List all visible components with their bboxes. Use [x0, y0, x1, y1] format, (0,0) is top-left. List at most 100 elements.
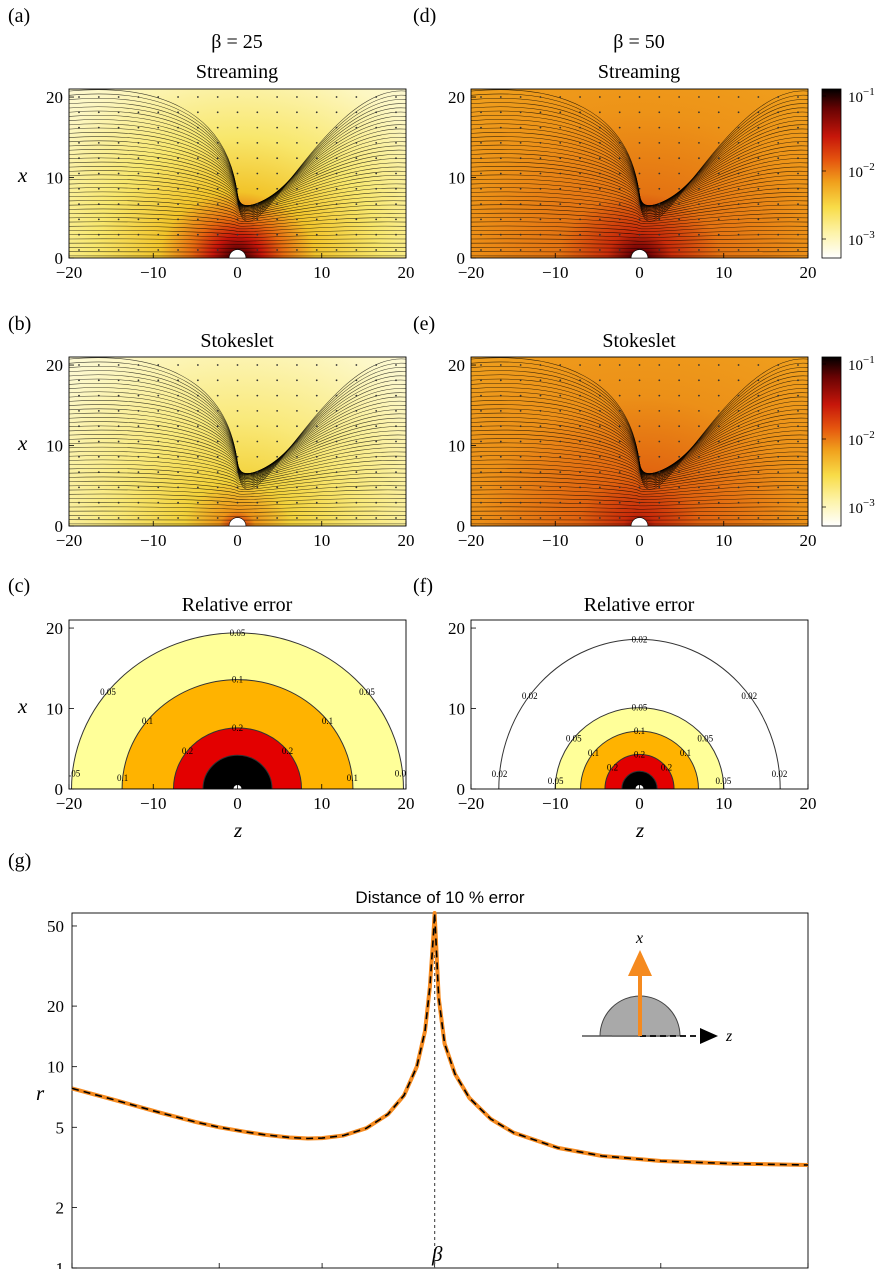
flow-arrow-dot	[256, 233, 259, 236]
xlabel-g: β	[431, 1242, 443, 1266]
streamline	[69, 187, 406, 213]
flow-arrow-dot	[737, 471, 740, 473]
flow-arrow-dot	[177, 142, 179, 144]
flow-arrow-dot	[335, 233, 338, 236]
flow-arrow-dot	[678, 379, 681, 382]
flow-arrow-dot	[598, 187, 601, 190]
flow-arrow-dot	[579, 218, 581, 221]
flow-arrow-dot	[539, 364, 542, 366]
streamline	[471, 438, 808, 476]
flow-arrow-dot	[598, 249, 601, 251]
streamline	[69, 238, 406, 242]
flow-arrow-dot	[480, 471, 482, 473]
flow-arrow-dot	[539, 471, 542, 473]
flow-arrow-dot	[296, 425, 298, 428]
flow-arrow-dot	[638, 157, 641, 160]
flow-arrow-dot	[658, 111, 661, 114]
flow-arrow-dot	[539, 501, 542, 504]
flow-arrow-dot	[618, 364, 621, 366]
contour-label: 0.1	[680, 748, 691, 758]
x-tick-label: 0	[635, 263, 644, 282]
streamline	[69, 493, 406, 501]
flow-arrow-dot	[157, 425, 160, 428]
contour-label: 0.05	[566, 734, 582, 744]
flow-arrow-dot	[236, 203, 239, 206]
flow-arrow-dot	[797, 218, 799, 221]
flow-arrow-dot	[335, 218, 338, 221]
flow-arrow-dot	[519, 111, 522, 114]
flow-arrow-dot	[638, 203, 641, 206]
flow-arrow-dot	[618, 425, 621, 428]
flow-arrow-dot	[157, 486, 160, 489]
flow-arrow-dot	[480, 111, 482, 114]
flow-arrow-dot	[777, 379, 780, 382]
flow-arrow-dot	[97, 455, 100, 458]
flow-arrow-dot	[117, 471, 120, 473]
flow-arrow-dot	[236, 410, 239, 412]
title-c: Relative error	[182, 594, 293, 616]
ylabel-c: x	[17, 694, 28, 718]
streamline	[69, 97, 406, 218]
flow-arrow-dot	[658, 501, 661, 504]
streamline	[471, 357, 808, 490]
flow-arrow-dot	[296, 187, 298, 190]
flow-arrow-dot	[355, 364, 358, 366]
flow-arrow-dot	[395, 501, 397, 504]
flow-arrow-dot	[97, 379, 100, 382]
flow-arrow-dot	[137, 172, 140, 175]
flow-arrow-dot	[97, 364, 100, 366]
flow-arrow-dot	[256, 471, 259, 473]
flow-arrow-dot	[395, 379, 397, 382]
flow-arrow-dot	[315, 249, 318, 251]
flow-arrow-dot	[717, 517, 720, 519]
streamline	[471, 195, 808, 216]
x-tick-label: −20	[458, 531, 485, 550]
xlabel-f: z	[635, 818, 644, 842]
flow-arrow-dot	[638, 394, 641, 397]
flow-arrow-dot	[375, 203, 378, 206]
flow-arrow-dot	[499, 501, 502, 504]
flow-arrow-dot	[598, 203, 601, 206]
flow-arrow-dot	[499, 379, 502, 382]
y-tick-label: 5	[56, 1118, 65, 1137]
x-tick-label: −10	[140, 531, 167, 550]
streamline	[69, 221, 406, 230]
plot-frame-g	[71, 912, 809, 1269]
flow-arrow-dot	[256, 455, 259, 458]
flow-arrow-dot	[480, 501, 482, 504]
flow-arrow-dot	[177, 410, 179, 412]
flow-arrow-dot	[177, 187, 179, 190]
flow-arrow-dot	[335, 157, 338, 160]
flow-arrow-dot	[315, 96, 318, 98]
flow-arrow-dot	[678, 233, 681, 236]
flow-arrow-dot	[559, 126, 562, 129]
flow-arrow-dot	[480, 249, 482, 251]
flow-arrow-dot	[117, 394, 120, 397]
flow-arrow-dot	[196, 455, 199, 458]
flow-arrow-dot	[296, 249, 298, 251]
flow-arrow-dot	[519, 379, 522, 382]
streamline	[69, 89, 406, 222]
flow-arrow-dot	[315, 471, 318, 473]
flow-arrow-dot	[157, 440, 160, 443]
flow-arrow-dot	[777, 249, 780, 251]
flow-arrow-dot	[559, 517, 562, 519]
flow-arrow-dot	[519, 142, 522, 144]
flow-arrow-dot	[598, 410, 601, 412]
flow-arrow-dot	[579, 142, 581, 144]
flow-arrow-dot	[216, 249, 219, 251]
flow-arrow-dot	[717, 142, 720, 144]
flow-arrow-dot	[519, 501, 522, 504]
flow-arrow-dot	[618, 233, 621, 236]
contour-c: 0.05 0.05 0.05 0.05 0.05 0.1 0.1 0.1 0.1 0.1 0.2 0.…	[69, 620, 411, 789]
flow-arrow-dot	[78, 364, 80, 366]
flow-arrow-dot	[177, 126, 179, 129]
contour-label: 0.05	[395, 768, 411, 778]
flow-arrow-dot	[375, 157, 378, 160]
flow-arrow-dot	[355, 410, 358, 412]
flow-arrow-dot	[78, 203, 80, 206]
flow-arrow-dot	[638, 471, 641, 473]
flow-arrow-dot	[777, 218, 780, 221]
flow-arrow-dot	[395, 111, 397, 114]
